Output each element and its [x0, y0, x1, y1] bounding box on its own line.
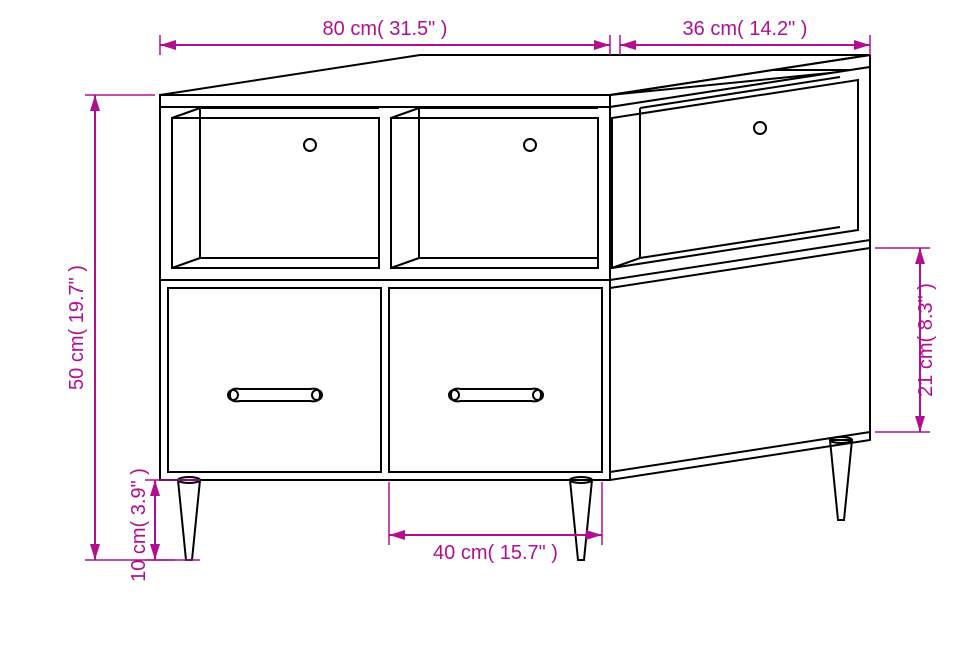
dim-height-label: 50 cm( 19.7" ): [66, 265, 88, 390]
dimension-drawing: 80 cm( 31.5" ) 36 cm( 14.2" ) 50 cm( 19.7"…: [0, 0, 972, 655]
drawer-right: [389, 288, 602, 472]
dim-drawer-w-label: 40 cm( 15.7" ): [433, 542, 558, 564]
cubby-right: [391, 108, 598, 268]
furniture-cabinet: [160, 55, 870, 560]
top-front-edge: [160, 95, 610, 107]
drawer-left: [168, 288, 381, 472]
dim-leg-label: 10 cm( 3.9" ): [128, 468, 150, 582]
dim-width-label: 80 cm( 31.5" ): [323, 18, 448, 40]
cubby-left: [172, 108, 379, 268]
dim-depth-label: 36 cm( 14.2" ): [683, 18, 808, 40]
dim-drawer-h-label: 21 cm( 8.3" ): [915, 283, 937, 397]
